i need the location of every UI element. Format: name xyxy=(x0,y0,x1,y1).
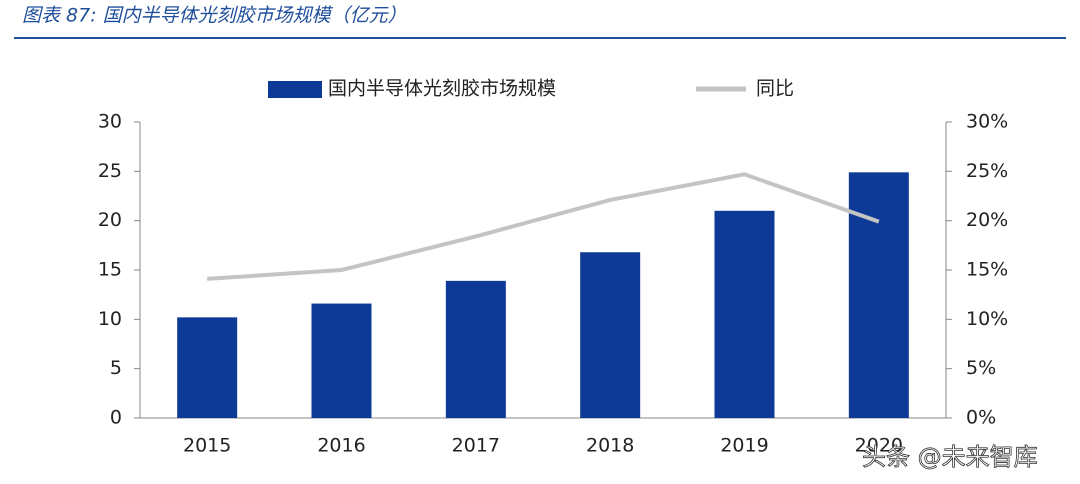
y2-tick-label: 25% xyxy=(966,160,1008,182)
chart-title: 图表 87: 国内半导体光刻胶市场规模（亿元） xyxy=(22,5,407,27)
x-tick-label: 2016 xyxy=(317,435,365,457)
y2-tick-label: 0% xyxy=(966,407,996,429)
watermark: 头条 @未来智库 xyxy=(862,443,1038,471)
bar xyxy=(311,303,372,418)
y-tick-label: 5 xyxy=(110,357,122,379)
x-tick-label: 2020 xyxy=(855,435,903,457)
x-tick-label: 2018 xyxy=(586,435,634,457)
y2-tick-label: 5% xyxy=(966,357,996,379)
y2-tick-label: 30% xyxy=(966,111,1008,133)
x-tick-label: 2017 xyxy=(452,435,500,457)
legend-label: 同比 xyxy=(756,78,794,100)
y-tick-label: 10 xyxy=(98,308,122,330)
x-tick-label: 2015 xyxy=(183,435,231,457)
y2-tick-label: 15% xyxy=(966,259,1008,281)
y-tick-label: 30 xyxy=(98,111,122,133)
bar xyxy=(580,252,641,418)
line xyxy=(207,172,880,281)
y-tick-label: 15 xyxy=(98,259,122,281)
x-tick-label: 2019 xyxy=(720,435,768,457)
bar xyxy=(714,210,775,418)
bar xyxy=(445,280,506,418)
legend-label: 国内半导体光刻胶市场规模 xyxy=(328,78,556,100)
y2-tick-label: 10% xyxy=(966,308,1008,330)
bar xyxy=(848,172,909,418)
y-tick-label: 25 xyxy=(98,160,122,182)
y-tick-label: 0 xyxy=(110,407,122,429)
y-tick-label: 20 xyxy=(98,209,122,231)
y2-tick-label: 20% xyxy=(966,209,1008,231)
legend-swatch xyxy=(268,81,322,98)
bar xyxy=(177,317,238,418)
